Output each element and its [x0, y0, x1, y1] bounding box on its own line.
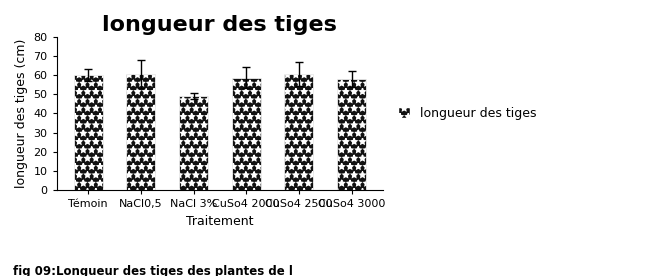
Legend: longueur des tiges: longueur des tiges [393, 102, 541, 125]
Bar [284, 74, 313, 190]
X-axis label: Traitement: Traitement [186, 215, 254, 228]
Text: fig 09:Longueur des tiges des plantes de l: fig 09:Longueur des tiges des plantes de… [13, 265, 297, 276]
Y-axis label: longueur des tiges (cm): longueur des tiges (cm) [15, 39, 28, 188]
Bar [126, 74, 156, 190]
Bar [337, 79, 366, 190]
Title: longueur des tiges: longueur des tiges [102, 15, 337, 35]
Bar [179, 96, 208, 190]
Bar [74, 75, 102, 190]
Bar [232, 78, 261, 190]
